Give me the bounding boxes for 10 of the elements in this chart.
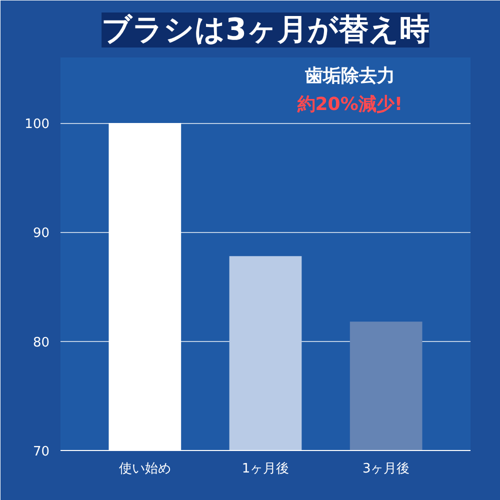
y-tick-label: 90 <box>32 226 50 242</box>
x-tick-label: 使い始め <box>118 462 171 476</box>
y-tick-label: 100 <box>24 117 50 132</box>
chart-title: ブラシは3ヶ月が替え時 <box>102 12 430 48</box>
annotation: 約20%減少! <box>296 94 403 115</box>
y-tick-label: 70 <box>32 444 50 460</box>
y-tick-label: 80 <box>32 335 50 350</box>
x-tick-label: 3ヶ月後 <box>362 462 410 476</box>
x-tick-label: 1ヶ月後 <box>242 462 290 476</box>
annotation: 歯垢除去力 <box>304 66 395 87</box>
